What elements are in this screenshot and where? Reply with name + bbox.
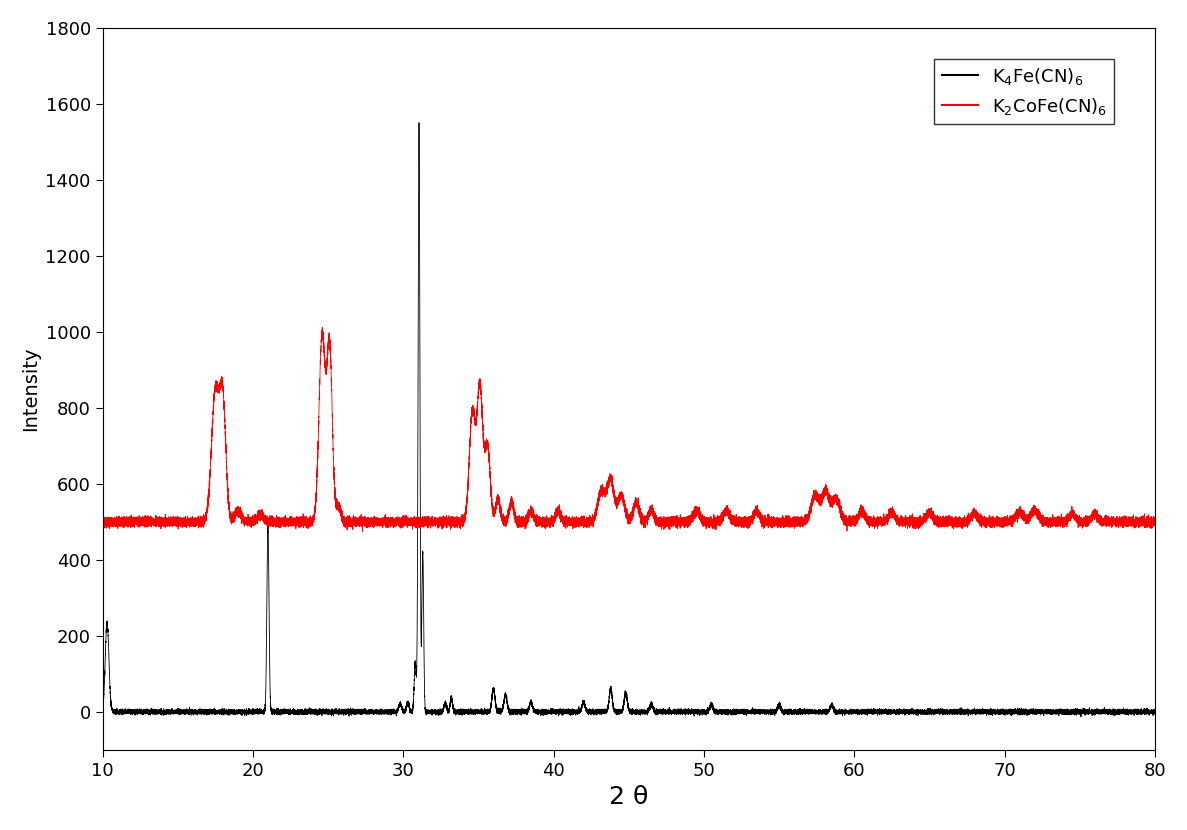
Legend: K$_4$Fe(CN)$_6$, K$_2$CoFe(CN)$_6$: K$_4$Fe(CN)$_6$, K$_2$CoFe(CN)$_6$	[934, 59, 1115, 124]
X-axis label: 2 θ: 2 θ	[609, 785, 648, 809]
Y-axis label: Intensity: Intensity	[21, 347, 40, 431]
